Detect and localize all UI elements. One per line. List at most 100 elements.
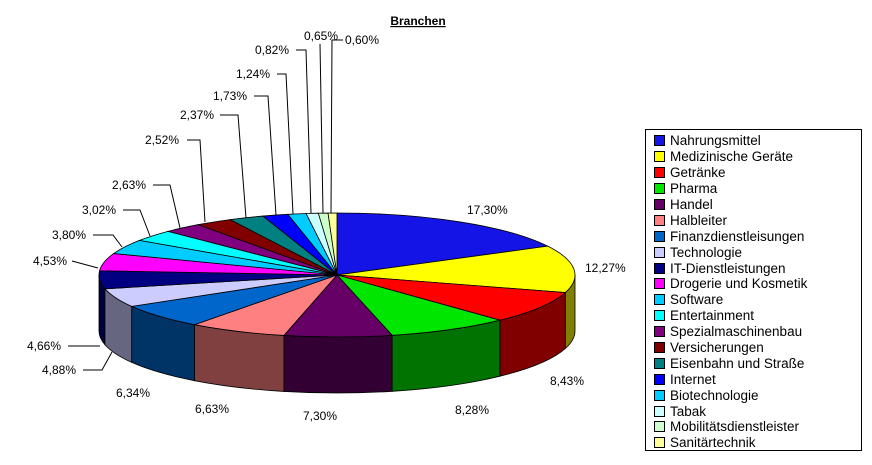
legend-item: Drogerie und Kosmetik [654, 276, 861, 292]
slice-medizinische-ger-te [336, 245, 576, 293]
legend-item: Handel [654, 197, 861, 213]
legend-swatch [654, 310, 665, 322]
legend-swatch [654, 199, 665, 210]
data-label: 3,80% [52, 228, 86, 242]
legend-label: Handel [670, 197, 713, 212]
legend-swatch [654, 389, 665, 401]
data-label: 12,27% [585, 261, 626, 275]
legend-swatch [654, 151, 665, 163]
leader-line [123, 209, 151, 237]
pie-side-walls [98, 274, 576, 394]
legend-item: Internet [654, 371, 861, 387]
legend-label: IT-Dienstleistungen [670, 260, 786, 276]
slice-sanit-rtechnik [327, 212, 338, 276]
legend-label: Biotechnologie [670, 387, 759, 403]
legend-label: Spezialmaschinenbau [670, 324, 803, 340]
leader-line [71, 260, 99, 269]
leader-line [319, 43, 324, 214]
data-label: 6,34% [116, 386, 150, 400]
legend-item: Halbleiter [654, 212, 861, 228]
data-label: 3,02% [82, 203, 116, 217]
chart-title: Branchen [390, 14, 445, 28]
legend-item: Sanitärtechnik [654, 435, 861, 451]
legend-item: Getränke [654, 165, 861, 181]
pie-top-faces [98, 212, 576, 338]
legend-item: Biotechnologie [654, 387, 861, 403]
legend-swatch [654, 437, 665, 449]
leader-line [83, 351, 113, 371]
leader-line [187, 139, 206, 223]
legend: Nahrungsmittel Medizinische Geräte Getränk… [645, 129, 862, 451]
legend-label: Sanitärtechnik [670, 435, 756, 451]
slice-pharma [335, 274, 502, 336]
leader-line [254, 95, 277, 216]
data-label: 8,28% [455, 403, 489, 417]
leader-line [93, 234, 123, 248]
legend-swatch [654, 183, 665, 195]
legend-item: Mobilitätsdienstleister [654, 419, 861, 435]
legend-item: Medizinische Geräte [654, 149, 861, 165]
slice-handel [283, 274, 393, 338]
data-label: 17,30% [467, 203, 508, 217]
legend-swatch [654, 421, 665, 433]
legend-item: Entertainment [654, 308, 861, 324]
data-label: 4,53% [33, 254, 67, 268]
leader-line [220, 114, 247, 219]
legend-label: Pharma [670, 181, 718, 197]
legend-item: Technologie [654, 244, 861, 260]
leader-line [296, 49, 312, 214]
legend-label: Entertainment [670, 308, 755, 324]
leader-line [277, 73, 294, 215]
leader-line [330, 39, 343, 214]
legend-label: Tabak [670, 403, 707, 419]
legend-item: Software [654, 292, 861, 308]
legend-item: Finanzdienstleisungen [654, 228, 861, 244]
data-label: 4,88% [42, 363, 76, 377]
legend-label: Mobilitätsdienstleister [670, 419, 800, 435]
legend-item: Versicherungen [654, 340, 861, 356]
legend-swatch [654, 230, 665, 242]
legend-label: Halbleiter [670, 212, 728, 228]
slice-nahrungsmittel [336, 212, 550, 276]
legend-swatch [654, 373, 665, 385]
data-label: 2,52% [145, 133, 179, 147]
data-label: 1,73% [213, 89, 247, 103]
legend-label: Versicherungen [670, 340, 764, 356]
legend-label: Getränke [670, 165, 726, 181]
data-label: 0,82% [255, 43, 289, 57]
legend-swatch [654, 405, 665, 417]
legend-item: IT-Dienstleistungen [654, 260, 861, 276]
data-label: 7,30% [303, 409, 337, 423]
slice-getr-nke [336, 274, 567, 321]
data-label: 1,24% [236, 67, 270, 81]
data-labels: 17,30% 12,27% 8,43% 8,28% 7,30% 6,63% 6,34% 4,8… [27, 29, 626, 423]
legend-swatch [654, 135, 665, 147]
data-label: 0,65% [304, 29, 338, 43]
data-label: 4,66% [27, 339, 61, 353]
data-label: 8,43% [550, 374, 584, 388]
legend-item: Nahrungsmittel [654, 133, 861, 149]
legend-label: Finanzdienstleisungen [670, 228, 805, 244]
legend-label: Medizinische Geräte [670, 149, 794, 165]
legend-swatch [654, 214, 665, 226]
legend-swatch [654, 294, 665, 306]
legend-swatch [654, 357, 665, 369]
side-handel [283, 334, 393, 394]
legend-swatch [654, 262, 665, 274]
data-label: 6,63% [195, 402, 229, 416]
legend-item: Pharma [654, 181, 861, 197]
legend-label: Technologie [670, 244, 743, 260]
data-label: 2,37% [180, 108, 214, 122]
legend-swatch [654, 167, 665, 179]
legend-swatch [654, 342, 665, 354]
legend-label: Software [670, 292, 724, 308]
legend-label: Eisenbahn und Straße [670, 355, 805, 371]
legend-item: Eisenbahn und Straße [654, 355, 861, 371]
legend-swatch [654, 278, 665, 290]
data-label: 2,63% [112, 178, 146, 192]
legend-item: Spezialmaschinenbau [654, 324, 861, 340]
legend-label: Drogerie und Kosmetik [670, 276, 808, 292]
data-label: 0,60% [345, 33, 379, 47]
legend-swatch [654, 326, 665, 338]
